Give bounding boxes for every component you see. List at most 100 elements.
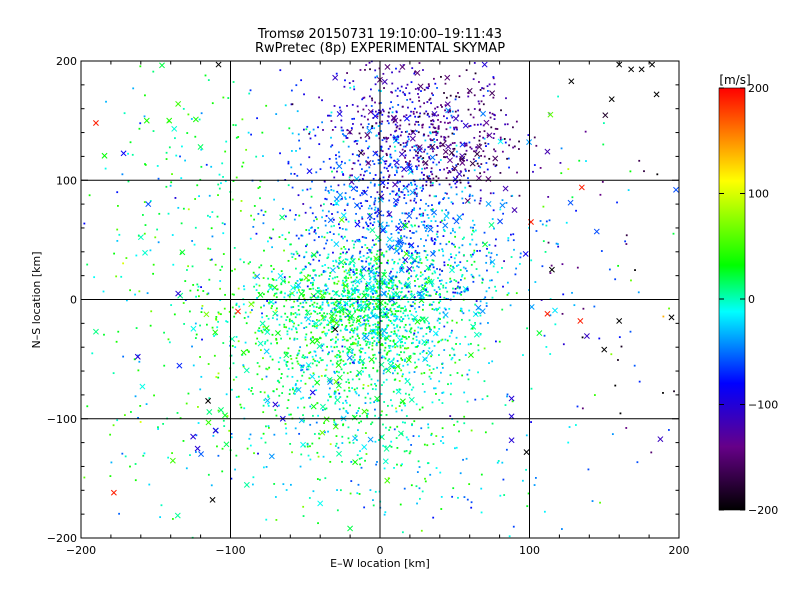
scatter-point [338,356,341,358]
scatter-point [109,475,112,477]
scatter-point [321,359,324,361]
scatter-point [349,186,352,188]
scatter-point [479,300,482,303]
scatter-point [436,139,439,141]
scatter-point [371,348,374,351]
scatter-point [410,290,413,293]
scatter-point [272,287,275,290]
scatter-point [417,157,420,159]
scatter-point [342,295,344,298]
scatter-point [363,174,365,177]
scatter-point [93,276,96,279]
scatter-point [279,152,281,155]
scatter-point [374,206,377,209]
scatter-point-x [673,186,679,193]
scatter-point [251,393,254,395]
scatter-point [331,144,334,147]
scatter-point [407,284,410,287]
scatter-point [376,332,379,334]
scatter-point [252,271,255,274]
scatter-point [117,330,120,333]
scatter-point [508,166,510,169]
scatter-point [373,163,376,165]
scatter-point [473,249,476,252]
scatter-point [429,131,431,134]
scatter-point [340,160,343,163]
scatter-point-x [409,189,416,196]
scatter-point-x [419,292,426,299]
scatter-point-x [169,457,176,464]
scatter-point [383,401,386,403]
scatter-point [275,113,278,115]
scatter-point [226,415,229,417]
scatter-point [408,336,410,338]
scatter-point [243,407,246,410]
scatter-point [281,392,284,394]
scatter-point [372,504,375,507]
scatter-point [455,181,458,183]
scatter-point [471,194,474,197]
scatter-point [341,339,344,341]
scatter-point-x [508,413,515,420]
scatter-point-x [333,241,340,248]
scatter-point [560,147,563,150]
scatter-point [359,315,362,318]
scatter-point [187,208,190,211]
scatter-point [313,269,316,272]
scatter-point [443,261,446,264]
scatter-point [308,377,311,380]
scatter-point [293,338,296,341]
scatter-point [124,455,127,458]
scatter-point [416,251,419,254]
scatter-point-x [583,333,590,340]
scatter-point-x [377,221,384,228]
scatter-point [414,249,417,252]
scatter-point [335,319,338,322]
scatter-point [376,191,379,194]
scatter-point-x [379,227,386,234]
scatter-point [393,428,396,431]
scatter-point [407,212,410,215]
scatter-point [295,357,298,360]
scatter-point [258,284,261,287]
scatter-point [356,492,359,495]
scatter-point [327,287,329,290]
scatter-point [419,291,421,294]
scatter-point [477,307,480,310]
scatter-point-x [355,317,362,324]
scatter-point [352,280,355,283]
scatter-point [274,409,277,411]
scatter-point [308,232,311,235]
scatter-point [405,337,408,340]
scatter-point [330,309,333,312]
scatter-point [356,344,359,347]
scatter-point [263,399,266,401]
scatter-point [365,257,368,260]
scatter-point [308,322,311,325]
scatter-point [379,320,382,322]
grid-lines [81,61,679,538]
x-tick-label: −100 [215,544,245,557]
scatter-point [506,157,508,160]
scatter-point [624,240,627,243]
scatter-point-x [305,315,312,322]
scatter-point-x [206,409,213,415]
scatter-point [401,335,404,338]
scatter-point [331,307,334,310]
scatter-point [444,104,447,107]
scatter-point [344,263,347,266]
scatter-point [271,317,274,319]
scatter-point [369,262,372,265]
scatter-point [345,277,347,280]
scatter-point [311,336,314,338]
scatter-point [371,342,374,344]
scatter-point [367,316,370,319]
scatter-point-x [329,267,336,274]
scatter-point [404,336,407,338]
scatter-point [423,150,426,153]
scatter-point-x [601,346,608,353]
scatter-point [365,299,368,302]
scatter-point [292,325,295,328]
scatter-point [336,265,339,268]
scatter-point-x [475,304,482,311]
